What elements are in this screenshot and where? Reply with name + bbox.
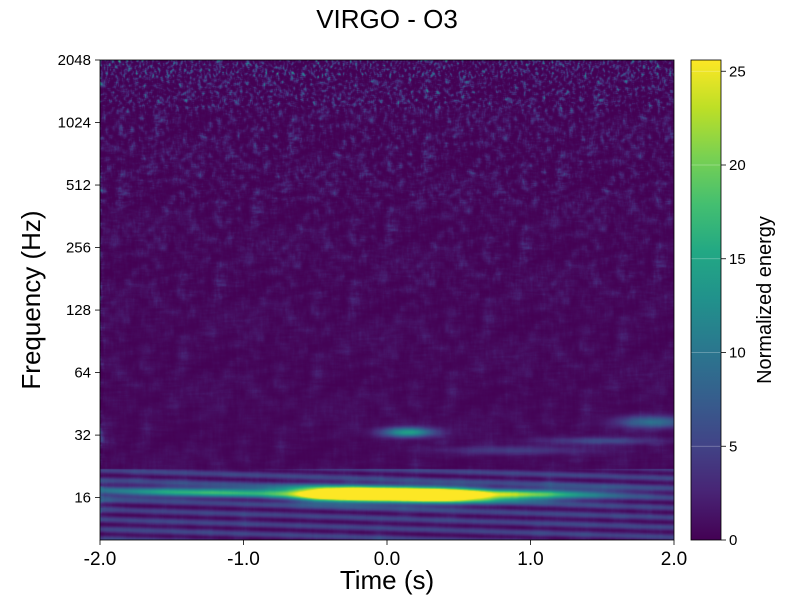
x-tick-label: -1.0 bbox=[227, 549, 260, 570]
heatmap-image bbox=[100, 60, 674, 540]
colorbar-label: Normalized energy bbox=[754, 216, 776, 384]
x-tick-label: -2.0 bbox=[84, 549, 117, 570]
colorbar: 0 5 10 15 20 25 Normalized energy bbox=[690, 59, 776, 549]
x-axis-label: Time (s) bbox=[340, 565, 434, 595]
y-tick-label: 16 bbox=[74, 490, 91, 507]
colorbar-tick-label: 5 bbox=[729, 438, 737, 455]
colorbar-ticks: 0 5 10 15 20 25 bbox=[721, 63, 746, 549]
colorbar-frame bbox=[690, 59, 722, 541]
y-tick-label: 256 bbox=[66, 240, 91, 257]
y-tick-label: 64 bbox=[74, 365, 91, 382]
colorbar-tick-label: 25 bbox=[729, 63, 746, 80]
chart-title: VIRGO - O3 bbox=[316, 4, 458, 34]
colorbar-gridlines bbox=[691, 70, 721, 447]
y-tick-label: 32 bbox=[74, 427, 91, 444]
y-tick-label: 2048 bbox=[58, 52, 91, 69]
heatmap-plot-area bbox=[100, 60, 674, 540]
colorbar-tick-label: 20 bbox=[729, 157, 746, 174]
colorbar-gradient bbox=[691, 60, 721, 540]
y-axis-ticks: 16 32 64 128 256 512 1024 2048 bbox=[58, 52, 100, 507]
y-tick-label: 1024 bbox=[58, 115, 91, 132]
y-tick-label: 128 bbox=[66, 302, 91, 319]
x-tick-label: 0.0 bbox=[374, 549, 400, 570]
colorbar-tick-label: 0 bbox=[729, 532, 737, 549]
y-axis-label: Frequency (Hz) bbox=[16, 210, 46, 389]
colorbar-tick-label: 15 bbox=[729, 251, 746, 268]
x-tick-label: 2.0 bbox=[661, 549, 687, 570]
x-tick-label: 1.0 bbox=[517, 549, 543, 570]
y-tick-label: 512 bbox=[66, 177, 91, 194]
colorbar-tick-label: 10 bbox=[729, 345, 746, 362]
x-axis-ticks: -2.0 -1.0 0.0 1.0 2.0 bbox=[84, 540, 687, 570]
